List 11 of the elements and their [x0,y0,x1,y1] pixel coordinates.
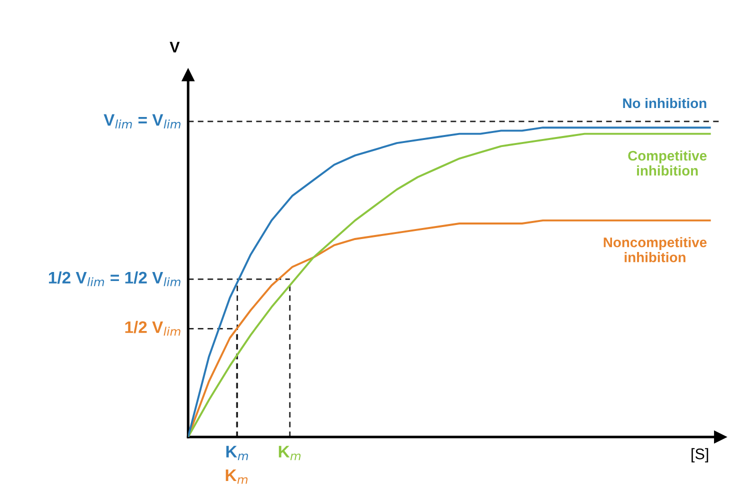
ref-line-label: 1/2 V$_{lim}$ = 1/2 V$_{lim}$ [48,271,180,286]
text: K$_{m}$ [226,446,248,460]
series-label: Noncompetitive inhibition [604,237,707,262]
series-label: No inhibition [623,98,706,108]
y-axis-title: V [170,42,180,52]
ref-line-label: 1/2 V$_{lim}$ [125,320,180,336]
ref-line-label: V$_{lim}$ = V$_{lim}$ [104,114,180,128]
text: K$_{m}$ [226,470,248,484]
series-label: Competitive inhibition [628,150,707,176]
x-axis-title: [S] [692,448,708,462]
text: K$_{m}$ [278,446,301,460]
